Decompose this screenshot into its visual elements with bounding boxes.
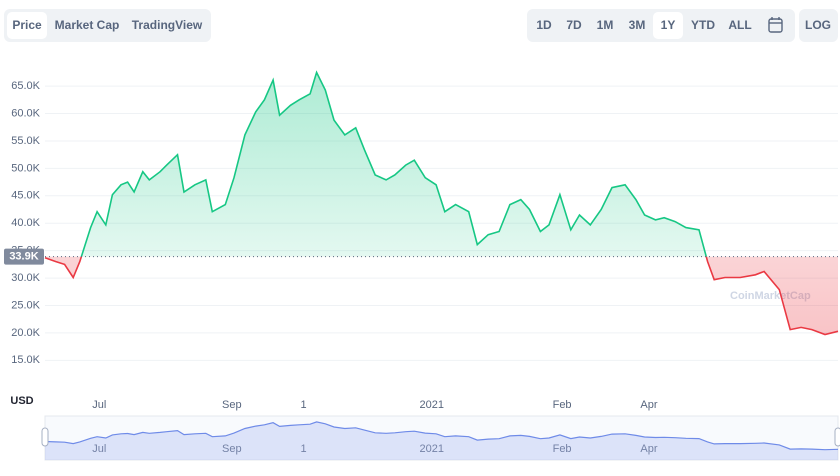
x-tick-label: Jul <box>92 399 106 411</box>
area-down <box>45 256 838 335</box>
nav-handle <box>834 427 840 447</box>
nav-area <box>45 421 838 460</box>
nav-tick-label: Feb <box>553 443 572 455</box>
tab[interactable]: Price <box>12 18 42 32</box>
y-tick-label: 60.0K <box>11 107 40 119</box>
log-group <box>799 9 838 42</box>
y-tick-label: 40.0K <box>11 217 40 229</box>
x-tick-label: Sep <box>222 399 242 411</box>
price-line-up <box>80 70 708 257</box>
range-button[interactable]: ALL <box>728 18 751 32</box>
nav-tick-label: Sep <box>222 443 242 455</box>
x-tick-label: 2021 <box>419 399 443 411</box>
x-tick-label: Feb <box>553 399 572 411</box>
log-button[interactable]: LOG <box>805 18 831 32</box>
area-up <box>45 72 838 257</box>
active-tab <box>7 12 47 39</box>
nav-tick-label: 1 <box>300 443 306 455</box>
calendar-icon[interactable] <box>768 17 783 33</box>
nav-handle <box>41 427 49 447</box>
currency-label: USD <box>10 395 33 407</box>
y-tick-label: 65.0K <box>11 80 40 92</box>
nav-tick-label: 2021 <box>419 443 443 455</box>
tab[interactable]: Market Cap <box>55 18 120 32</box>
y-tick-label: 20.0K <box>11 327 40 339</box>
navigator <box>44 415 839 461</box>
x-tick-label: 1 <box>300 399 306 411</box>
active-range <box>653 12 683 39</box>
y-tick-label: 15.0K <box>11 354 40 366</box>
range-button[interactable]: YTD <box>691 18 715 32</box>
range-button[interactable]: 1M <box>597 18 614 32</box>
x-tick-label: Apr <box>640 399 657 411</box>
nav-tick-label: Apr <box>640 443 657 455</box>
range-button[interactable]: 7D <box>566 18 582 32</box>
range-button[interactable]: 3M <box>629 18 646 32</box>
tab[interactable]: TradingView <box>132 18 203 32</box>
y-tick-label: 45.0K <box>11 190 40 202</box>
nav-line <box>44 421 839 451</box>
y-tick-label: 50.0K <box>11 162 40 174</box>
y-tick-label: 30.0K <box>11 272 40 284</box>
tab-group <box>4 9 211 42</box>
range-button[interactable]: 1Y <box>661 18 676 32</box>
y-tick-label: 55.0K <box>11 135 40 147</box>
baseline-badge <box>4 248 44 265</box>
y-tick-label: 25.0K <box>11 299 40 311</box>
nav-tick-label: Jul <box>92 443 106 455</box>
range-button[interactable]: 1D <box>536 18 552 32</box>
baseline-label: 33.9K <box>9 251 38 263</box>
